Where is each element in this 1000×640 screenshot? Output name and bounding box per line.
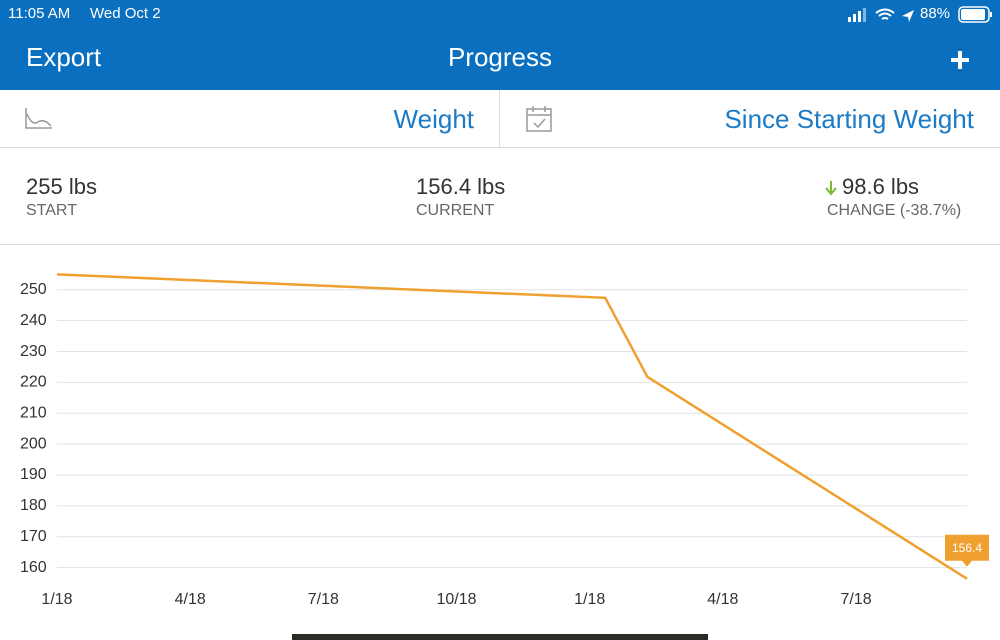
metric-selector[interactable]: Weight bbox=[393, 104, 474, 134]
stat-value: 255 lbs bbox=[26, 174, 97, 199]
y-tick-label: 180 bbox=[20, 497, 47, 514]
y-tick-label: 160 bbox=[20, 559, 47, 576]
x-tick-label: 4/18 bbox=[175, 591, 206, 608]
x-tick-label: 1/18 bbox=[574, 591, 605, 608]
divider bbox=[499, 90, 500, 147]
battery-text: 88% bbox=[920, 5, 951, 22]
stat-value: 98.6 lbs bbox=[842, 174, 920, 199]
export-button[interactable]: Export bbox=[26, 42, 102, 72]
y-tick-label: 240 bbox=[20, 312, 47, 329]
chart-icon bbox=[25, 108, 52, 129]
down-arrow bbox=[825, 181, 837, 196]
y-tick-label: 200 bbox=[20, 435, 47, 452]
add-button[interactable] bbox=[948, 48, 972, 72]
x-tick-label: 7/18 bbox=[840, 591, 871, 608]
filter-bar: Weight Since Starting Weight bbox=[0, 90, 1000, 148]
y-tick-label: 230 bbox=[20, 343, 47, 360]
date: Wed Oct 2 bbox=[90, 5, 161, 22]
stat-label: CURRENT bbox=[416, 202, 495, 219]
y-tick-label: 170 bbox=[20, 528, 47, 545]
y-tick-label: 220 bbox=[20, 374, 47, 391]
stat-value: 156.4 lbs bbox=[416, 174, 506, 199]
x-tick-label: 4/18 bbox=[707, 591, 738, 608]
x-tick-label: 1/18 bbox=[41, 591, 72, 608]
calendar-icon bbox=[526, 106, 552, 132]
nav-bar: Export Progress bbox=[0, 32, 1000, 90]
data-label: 156.4 bbox=[945, 534, 989, 567]
battery-icon bbox=[958, 6, 992, 23]
nav-title: Progress bbox=[447, 42, 553, 72]
image-strip bbox=[292, 634, 708, 640]
stat-label: CHANGE (-38.7%) bbox=[827, 202, 962, 219]
line bbox=[56, 273, 968, 580]
y-tick-label: 190 bbox=[20, 466, 47, 483]
status-icons bbox=[848, 8, 914, 22]
x-tick-label: 7/18 bbox=[308, 591, 339, 608]
range-selector[interactable]: Since Starting Weight bbox=[724, 104, 974, 134]
stat-label: START bbox=[26, 202, 77, 219]
time: 11:05 AM bbox=[8, 5, 71, 22]
x-tick-label: 10/18 bbox=[436, 591, 476, 608]
label-text: 156.4 bbox=[952, 541, 982, 555]
stats: 255 lbs START 156.4 lbs CURRENT 98.6 lbs… bbox=[0, 148, 1000, 245]
y-tick-label: 210 bbox=[20, 405, 47, 422]
label-box bbox=[945, 534, 989, 567]
y-tick-label: 250 bbox=[20, 281, 47, 298]
chart: 160 170 180 190 200 210 220 230 240 250 1/18 4/18 7/… bbox=[20, 273, 989, 640]
status-bar: 11:05 AM Wed Oct 2 88% bbox=[0, 0, 1000, 32]
